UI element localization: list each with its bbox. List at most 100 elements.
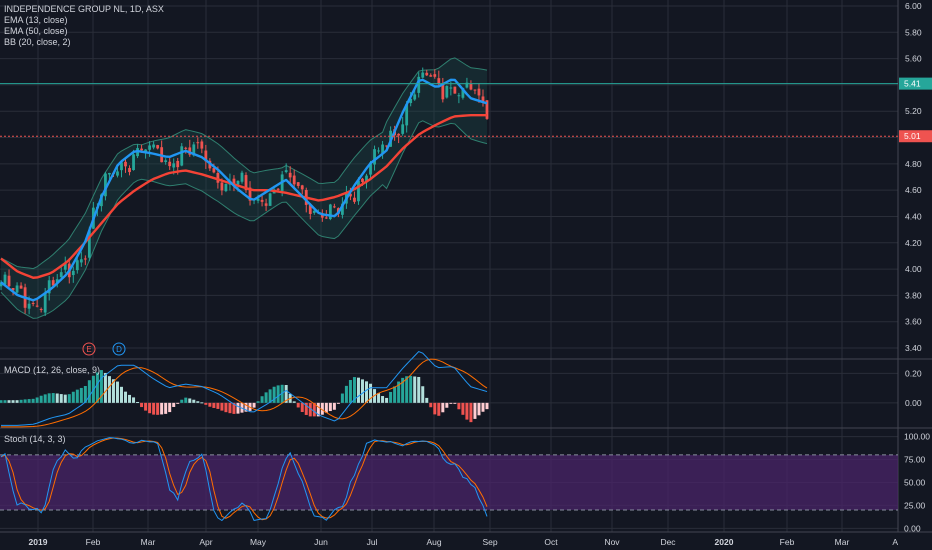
macd-histogram-bar: [156, 402, 160, 415]
macd-histogram-bar: [469, 402, 473, 423]
grid: [0, 0, 932, 533]
symbol-title[interactable]: INDEPENDENCE GROUP NL, 1D, ASX: [4, 4, 164, 14]
macd-histogram-bar: [465, 402, 469, 420]
candle-body: [292, 175, 296, 185]
macd-histogram-bar: [344, 385, 348, 403]
macd-histogram-bar: [144, 402, 148, 411]
candle-body: [437, 78, 441, 85]
candle-body: [477, 88, 481, 96]
ema13-legend[interactable]: EMA (13, close): [4, 15, 68, 25]
bb-upper: [0, 57, 488, 270]
macd-histogram-bar: [148, 402, 152, 414]
macd-tick-label: 0.20: [905, 368, 922, 378]
candle-body: [453, 86, 457, 94]
macd-histogram-bar: [212, 402, 216, 408]
macd-histogram-bar: [481, 402, 485, 412]
price-tick-label: 4.60: [905, 185, 922, 195]
candle-body: [469, 83, 473, 90]
macd-histogram-bar: [172, 402, 176, 407]
dividend-marker-circle: [112, 342, 126, 356]
macd-histogram-bar: [417, 376, 421, 403]
macd-histogram-bar: [55, 393, 59, 403]
macd-histogram-bar: [356, 377, 360, 403]
macd-histogram-bar: [409, 375, 413, 403]
macd-histogram-bar: [59, 394, 63, 403]
candle-body: [284, 170, 288, 173]
macd-histogram-bar: [324, 402, 328, 413]
stoch-legend[interactable]: Stoch (14, 3, 3): [4, 434, 66, 444]
macd-histogram-bar: [232, 402, 236, 414]
macd-histogram-bar: [47, 393, 51, 403]
macd-histogram-bar: [477, 402, 481, 416]
candle-body: [168, 161, 172, 167]
macd-legend[interactable]: MACD (12, 26, close, 9): [4, 365, 101, 375]
macd-histogram-bar: [115, 381, 119, 403]
macd-histogram-bar: [461, 402, 465, 415]
price-tick-label: 3.40: [905, 343, 922, 353]
macd-histogram-bar: [188, 398, 192, 403]
macd-histogram-bar: [473, 402, 477, 419]
macd-histogram-bar: [320, 402, 324, 415]
macd-histogram-bar: [224, 402, 228, 413]
macd-histogram-bar: [140, 402, 144, 408]
price-tick-label: 6.00: [905, 1, 922, 11]
macd-histogram-bar: [196, 401, 200, 403]
macd-histogram-bar: [381, 396, 385, 403]
macd-histogram-bar: [336, 402, 340, 404]
macd-histogram-bar: [208, 402, 212, 407]
candle-body: [172, 163, 176, 168]
time-tick-label: A: [892, 537, 898, 547]
macd-histogram-bar: [405, 376, 409, 403]
macd-histogram-bar: [3, 400, 7, 403]
candle-body: [152, 144, 156, 148]
earnings-marker[interactable]: E: [82, 342, 96, 356]
moving-averages: [0, 78, 898, 302]
price-tick-label: 5.20: [905, 106, 922, 116]
macd-histogram-bar: [268, 389, 272, 403]
macd-histogram-bar: [308, 402, 312, 417]
candle-body: [264, 203, 268, 206]
time-tick-label: Nov: [604, 537, 620, 547]
candle-body: [312, 210, 316, 213]
candle-body: [224, 184, 228, 192]
macd-histogram-bar: [276, 385, 280, 403]
time-tick-label: Jul: [367, 537, 378, 547]
macd-histogram-bar: [393, 386, 397, 403]
candle-body: [204, 150, 208, 162]
macd-histogram-bar: [365, 381, 369, 403]
time-tick-label: 2020: [715, 537, 734, 547]
macd-histogram-bar: [332, 402, 336, 410]
macd-histogram-bar: [433, 402, 437, 415]
candle-body: [397, 133, 401, 136]
candle-body: [27, 303, 31, 309]
ema50-legend[interactable]: EMA (50, close): [4, 26, 68, 36]
candle-body: [156, 145, 160, 149]
macd-histogram-bar: [23, 399, 27, 403]
price-tick-label: 4.80: [905, 159, 922, 169]
dividend-marker[interactable]: D: [112, 342, 126, 356]
macd-histogram-bar: [19, 399, 23, 403]
candle-body: [71, 270, 75, 276]
time-tick-label: Dec: [660, 537, 676, 547]
macd-histogram-bar: [111, 379, 115, 403]
candle-body: [401, 124, 405, 134]
candle-body: [268, 193, 272, 206]
macd-histogram-bar: [71, 391, 75, 403]
stoch-tick-label: 75.00: [904, 455, 926, 465]
macd-histogram-bar: [316, 402, 320, 417]
macd-histogram-bar: [264, 392, 268, 403]
candle-body: [192, 144, 196, 156]
candle-body: [180, 146, 184, 166]
macd-histogram-bar: [79, 387, 83, 403]
macd-histogram-bar: [437, 402, 441, 416]
macd-histogram-bar: [352, 377, 356, 403]
candle-body: [481, 96, 485, 102]
price-tick-label: 4.40: [905, 211, 922, 221]
bb-legend[interactable]: BB (20, close, 2): [4, 37, 71, 47]
candle-body: [35, 305, 39, 307]
candle-body: [31, 302, 35, 304]
marked-price-tag-bg: [899, 130, 932, 143]
macd-histogram-bar: [75, 389, 79, 403]
